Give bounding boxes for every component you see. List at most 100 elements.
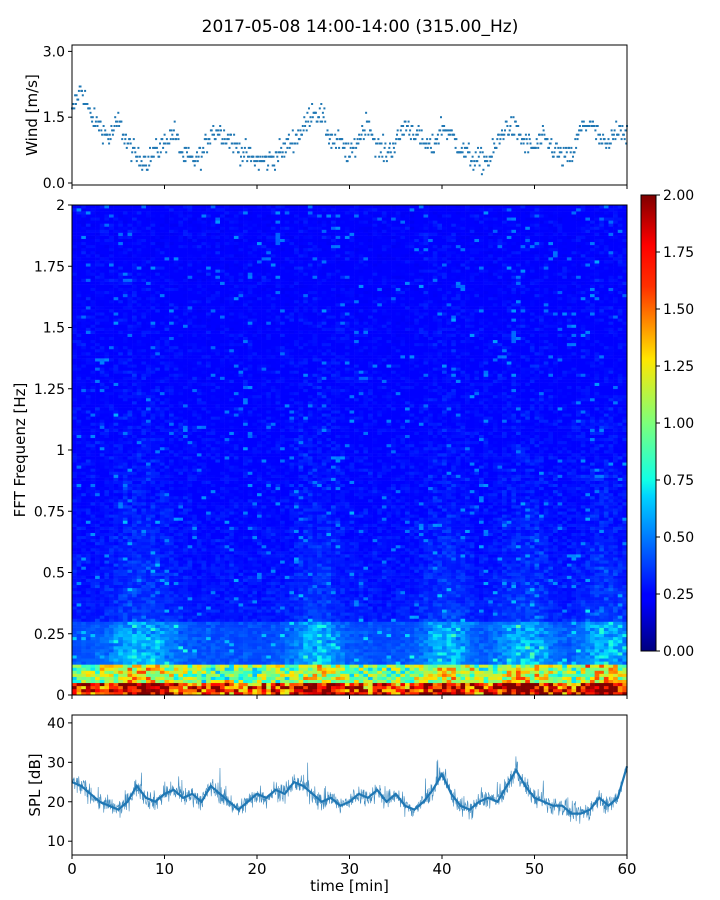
spectrogram-cell — [173, 336, 179, 341]
spectrogram-cell — [187, 238, 193, 243]
spectrogram-cell — [187, 431, 193, 435]
spectrogram-cell — [187, 293, 193, 298]
spectrogram-cell — [173, 587, 179, 592]
spectrogram-cell — [192, 459, 198, 463]
spectrogram-cell — [155, 587, 161, 592]
spectrogram-cell — [187, 394, 193, 399]
spectrogram-cell — [178, 685, 184, 690]
spectrogram-cell — [132, 563, 138, 567]
spectrogram-cell — [118, 355, 124, 359]
spectrogram-cell — [169, 477, 175, 481]
spectrogram-cell — [178, 578, 184, 582]
spectrogram-cell — [141, 352, 147, 356]
wind-point — [328, 138, 331, 141]
spectrogram-cell — [141, 303, 147, 307]
spectrogram-cell — [127, 419, 133, 423]
spectrogram-cell — [104, 520, 110, 524]
spectrogram-cell — [146, 299, 151, 304]
spectrogram-cell — [146, 636, 151, 641]
spectrogram-cell — [118, 373, 124, 377]
wind-point — [111, 133, 114, 136]
spectrogram-cell — [90, 615, 96, 619]
spectrogram-cell — [127, 309, 133, 313]
spectrogram-cell — [81, 569, 87, 573]
spectrogram-cell — [159, 263, 165, 267]
wind-point — [619, 125, 622, 127]
spectrogram-cell — [132, 443, 138, 448]
spectrogram-cell — [127, 627, 133, 631]
wind-point — [546, 138, 549, 141]
spectrogram-cell — [146, 211, 151, 215]
spectrogram-cell — [99, 633, 105, 638]
spectrogram-cell — [146, 419, 151, 423]
spectrogram-cell — [76, 621, 82, 625]
spectrogram-cell — [183, 281, 188, 285]
spectrogram-cell — [136, 404, 142, 408]
spectrogram-cell — [109, 477, 114, 481]
spectrogram-cell — [81, 211, 87, 215]
spectrogram-cell — [81, 615, 87, 619]
spectrogram-cell — [183, 244, 188, 249]
spectrogram-cell — [72, 606, 77, 610]
spectrogram-cell — [72, 266, 77, 270]
spectrogram-cell — [104, 609, 110, 613]
spectrogram-cell — [150, 489, 156, 494]
wind-point — [480, 173, 483, 176]
spectrogram-cell — [155, 413, 161, 417]
spectrogram-cell — [164, 315, 170, 319]
spectrogram-cell — [127, 639, 133, 644]
spectrogram-cell — [159, 480, 165, 484]
spectrogram-cell — [141, 440, 147, 445]
spectrogram-cell — [150, 440, 156, 445]
spectrogram-cell — [136, 315, 142, 319]
wind-point — [277, 151, 280, 154]
spectrogram-cell — [183, 646, 188, 650]
spectrogram-cell — [72, 238, 77, 243]
spectrogram-cell — [159, 272, 165, 276]
spectrogram-cell — [113, 624, 119, 628]
spectrogram-cell — [192, 538, 198, 543]
spectrogram-cell — [132, 278, 138, 282]
wind-point — [171, 133, 174, 136]
spectrogram-cell — [136, 450, 142, 454]
spectrogram-cell — [127, 636, 133, 641]
wind-point — [252, 155, 255, 158]
spectrogram-cell — [113, 495, 119, 500]
spectrogram-cell — [127, 486, 133, 491]
spectrogram-cell — [132, 446, 138, 451]
spectrogram-cell — [150, 471, 156, 475]
wind-point — [145, 164, 148, 167]
spectrogram-cell — [109, 397, 114, 402]
spectrogram-cell — [150, 330, 156, 334]
spectrogram-cell — [192, 603, 198, 607]
spectrogram-cell — [85, 606, 91, 610]
spectrogram-cell — [159, 474, 165, 478]
spectrogram-cell — [81, 425, 87, 429]
spectrogram-cell — [132, 214, 138, 218]
spectrogram-cell — [104, 339, 110, 344]
wind-point — [110, 125, 113, 127]
spectrogram-cell — [159, 584, 165, 589]
spectrogram-cell — [72, 646, 77, 650]
wind-point — [125, 146, 128, 149]
spectrogram-cell — [132, 673, 138, 677]
spectrogram-cell — [132, 247, 138, 252]
spectrogram-cell — [76, 361, 82, 365]
spectrogram-cell — [76, 220, 82, 224]
spectrogram-cell — [113, 486, 119, 491]
spectrogram-cell — [76, 679, 82, 684]
wind-point — [243, 146, 246, 149]
wind-point — [149, 146, 151, 149]
spectrogram-cell — [155, 220, 161, 224]
spectrogram-cell — [150, 450, 156, 454]
spectrogram-cell — [164, 554, 170, 558]
spectrogram-cell — [169, 667, 175, 671]
spectrogram-cell — [159, 397, 165, 402]
wind-point — [585, 129, 588, 132]
spectrogram-cell — [72, 437, 77, 442]
wind-point — [273, 164, 276, 167]
spectrogram-cell — [146, 385, 151, 390]
spectrogram-cell — [81, 327, 87, 331]
spectrogram-cell — [164, 232, 170, 236]
wind-point — [193, 160, 195, 163]
